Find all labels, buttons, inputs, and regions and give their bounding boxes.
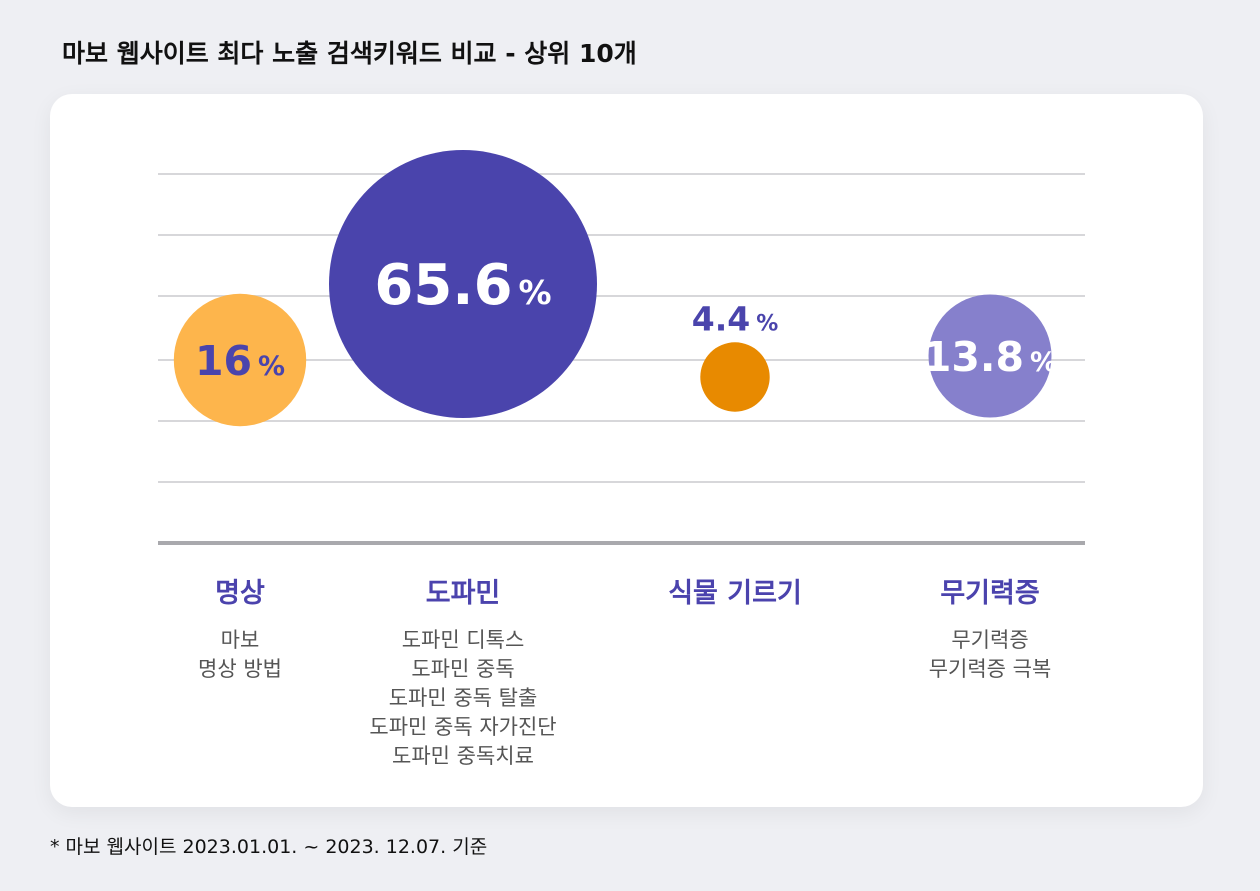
category-label: 무기력증	[940, 578, 1040, 609]
keyword-item: 무기력증 극복	[928, 657, 1052, 681]
category-label: 도파민	[425, 578, 501, 609]
bubble-1	[329, 150, 597, 418]
chart-title: 마보 웹사이트 최다 노출 검색키워드 비교 - 상위 10개	[62, 39, 637, 68]
keyword-item: 도파민 중독	[411, 657, 515, 681]
value-label: 4.4%	[692, 299, 779, 338]
category-label: 식물 기르기	[668, 578, 802, 609]
keyword-item: 무기력증	[951, 628, 1029, 652]
value-label: 13.8%	[923, 333, 1057, 381]
keyword-item: 도파민 중독치료	[392, 744, 534, 768]
chart-card: 16% 65.6% 4.4% 13.8% 명상 마보 명상 방법 도파민 도파민 디톡스 도파민…	[50, 94, 1203, 807]
bubble-chart: 16 % 65.6 % 4.4 % 13.8%	[158, 150, 1085, 545]
keyword-item: 도파민 중독 자가진단	[369, 715, 557, 739]
keyword-item: 도파민 디톡스	[401, 628, 525, 652]
keyword-item: 마보	[220, 628, 260, 652]
bubble-0	[173, 293, 307, 427]
bubble-3	[928, 294, 1052, 418]
value-label: 65.6%	[374, 253, 551, 318]
footnote: * 마보 웹사이트 2023.01.01. ~ 2023. 12.07. 기준	[50, 836, 488, 858]
keyword-item: 도파민 중독 탈출	[388, 686, 538, 710]
value-label: 16%	[195, 337, 285, 385]
category-label: 명상	[215, 578, 265, 609]
bubble-2	[700, 342, 770, 412]
keyword-item: 명상 방법	[198, 657, 282, 681]
